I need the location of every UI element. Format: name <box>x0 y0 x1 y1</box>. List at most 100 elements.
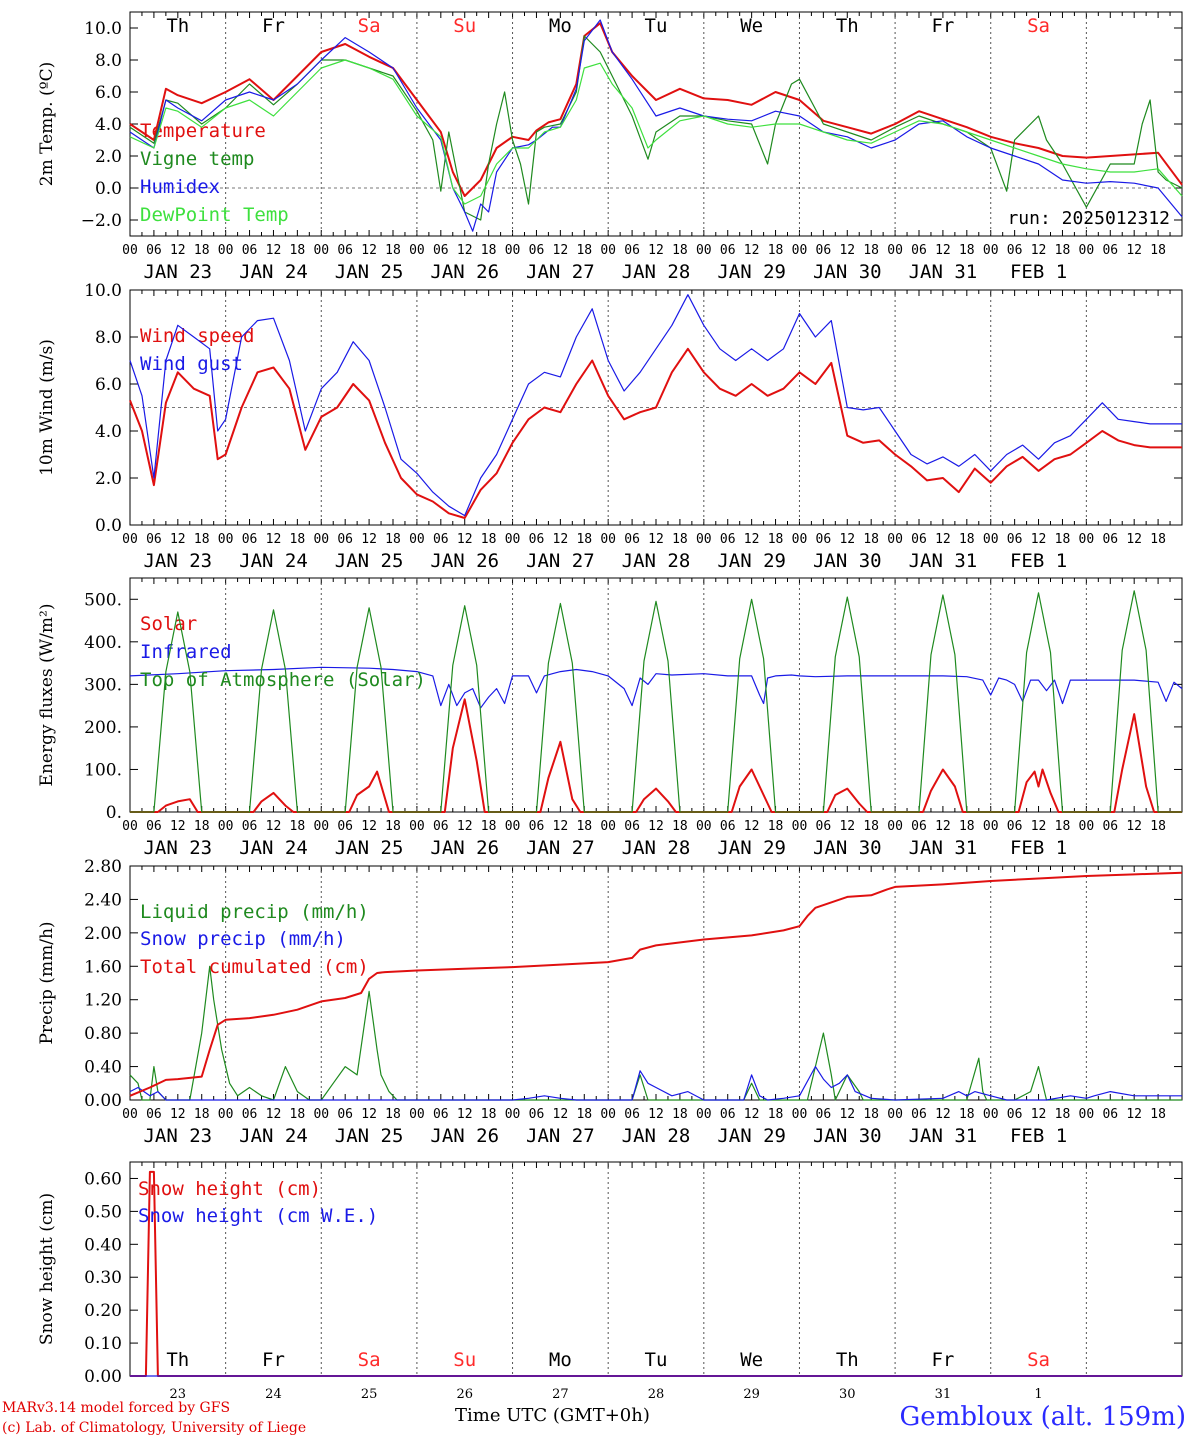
hour-label: 06 <box>624 1107 640 1122</box>
day-label: Th <box>836 1349 859 1371</box>
hour-label: 18 <box>481 243 497 258</box>
hour-label: 12 <box>744 819 760 834</box>
hour-label: 18 <box>576 243 592 258</box>
hour-label: 12 <box>361 532 377 547</box>
hour-label: 06 <box>529 819 545 834</box>
date-label: FEB 1 <box>1010 1125 1067 1147</box>
date-label: JAN 26 <box>430 1125 499 1147</box>
hour-label: 00 <box>409 243 425 258</box>
hour-label: 12 <box>457 243 473 258</box>
y-tick-label: 0.30 <box>84 1268 122 1288</box>
hour-label: 00 <box>887 1107 903 1122</box>
y-tick-label: 2.00 <box>84 924 122 944</box>
day-label: Mo <box>549 1349 572 1371</box>
hour-label: 06 <box>242 532 258 547</box>
hour-label: 18 <box>863 1107 879 1122</box>
day-label: Th <box>166 1349 189 1371</box>
legend-entry: DewPoint Temp <box>140 204 289 226</box>
y-tick-label: 2.0 <box>95 469 122 489</box>
y-tick-label: 500. <box>84 590 122 610</box>
hour-label: 00 <box>1079 532 1095 547</box>
series-line-vigne-temp <box>129 35 1183 221</box>
hour-label: 06 <box>1102 532 1118 547</box>
day-label: Fr <box>931 15 954 37</box>
day-label: We <box>740 15 763 37</box>
hour-label: 06 <box>529 532 545 547</box>
hour-label: 06 <box>911 1107 927 1122</box>
y-tick-label: 0.50 <box>84 1202 122 1222</box>
day-label: Sa <box>358 15 381 37</box>
hour-label: 18 <box>481 819 497 834</box>
date-label: JAN 25 <box>335 550 404 572</box>
hour-label: 00 <box>122 243 138 258</box>
y-tick-label: 4.0 <box>95 422 122 442</box>
date-label: JAN 29 <box>717 550 786 572</box>
date-label: JAN 29 <box>717 1125 786 1147</box>
date-label: JAN 30 <box>813 1125 882 1147</box>
hour-label: 06 <box>911 819 927 834</box>
hour-label: 12 <box>648 819 664 834</box>
hour-label: 12 <box>744 243 760 258</box>
hour-label: 00 <box>1079 1107 1095 1122</box>
hour-label: 12 <box>553 532 569 547</box>
hour-label: 12 <box>457 819 473 834</box>
hour-label: 18 <box>194 1107 210 1122</box>
hour-label: 06 <box>624 243 640 258</box>
hour-label: 18 <box>481 532 497 547</box>
hour-label: 00 <box>409 532 425 547</box>
hour-label: 12 <box>266 532 282 547</box>
hour-label: 18 <box>290 532 306 547</box>
hour-label: 12 <box>839 819 855 834</box>
hour-label: 06 <box>624 819 640 834</box>
hour-label: 12 <box>1031 819 1047 834</box>
hour-label: 00 <box>696 1107 712 1122</box>
hour-label: 00 <box>122 1107 138 1122</box>
y-tick-label: 0.00 <box>84 1367 122 1387</box>
y-tick-label: 0.00 <box>84 1091 122 1111</box>
hour-label: 18 <box>768 532 784 547</box>
hour-label: 00 <box>792 819 808 834</box>
hour-label: 00 <box>600 819 616 834</box>
hour-label: 06 <box>529 243 545 258</box>
date-label: JAN 28 <box>622 837 691 859</box>
hour-label: 06 <box>337 1107 353 1122</box>
hour-label: 00 <box>218 819 234 834</box>
y-axis-title: Precip (mm/h) <box>37 921 57 1044</box>
hour-label: 12 <box>935 1107 951 1122</box>
hour-label: 12 <box>361 243 377 258</box>
y-tick-label: 1.20 <box>84 991 122 1011</box>
hour-label: 00 <box>792 532 808 547</box>
day-label: Th <box>836 15 859 37</box>
hour-label: 18 <box>863 243 879 258</box>
date-label: JAN 31 <box>909 261 978 283</box>
y-tick-label: 0.10 <box>84 1334 122 1354</box>
y-tick-label: 0.40 <box>84 1235 122 1255</box>
y-tick-label: 0.0 <box>95 179 122 199</box>
date-number-label: 25 <box>361 1387 378 1402</box>
hour-label: 12 <box>170 532 186 547</box>
hour-label: 00 <box>696 243 712 258</box>
series-line-wind-speed <box>129 347 1182 519</box>
date-number-label: 29 <box>743 1387 760 1402</box>
series-line-top-of-atmosphere-solar <box>130 590 1182 813</box>
hour-label: 18 <box>385 1107 401 1122</box>
hour-label: 00 <box>313 819 329 834</box>
legend-entry: Liquid precip (mm/h) <box>140 901 369 923</box>
date-number-label: 30 <box>839 1387 856 1402</box>
legend-entry: Temperature <box>140 120 266 142</box>
hour-label: 00 <box>1079 819 1095 834</box>
series-line-liquid-precip-mm-h <box>129 965 1182 1101</box>
hour-label: 00 <box>313 1107 329 1122</box>
hour-label: 06 <box>1007 1107 1023 1122</box>
y-tick-label: 0.0 <box>95 516 122 536</box>
hour-label: 06 <box>624 532 640 547</box>
hour-label: 12 <box>1031 1107 1047 1122</box>
date-label: JAN 25 <box>335 1125 404 1147</box>
hour-label: 06 <box>146 532 162 547</box>
hour-label: 18 <box>1150 243 1166 258</box>
run-label: run: 2025012312 <box>1007 208 1170 229</box>
hour-label: 12 <box>935 532 951 547</box>
hour-label: 18 <box>1055 819 1071 834</box>
hour-label: 12 <box>266 243 282 258</box>
y-axis-title: Energy fluxes (W/m²) <box>37 604 57 787</box>
